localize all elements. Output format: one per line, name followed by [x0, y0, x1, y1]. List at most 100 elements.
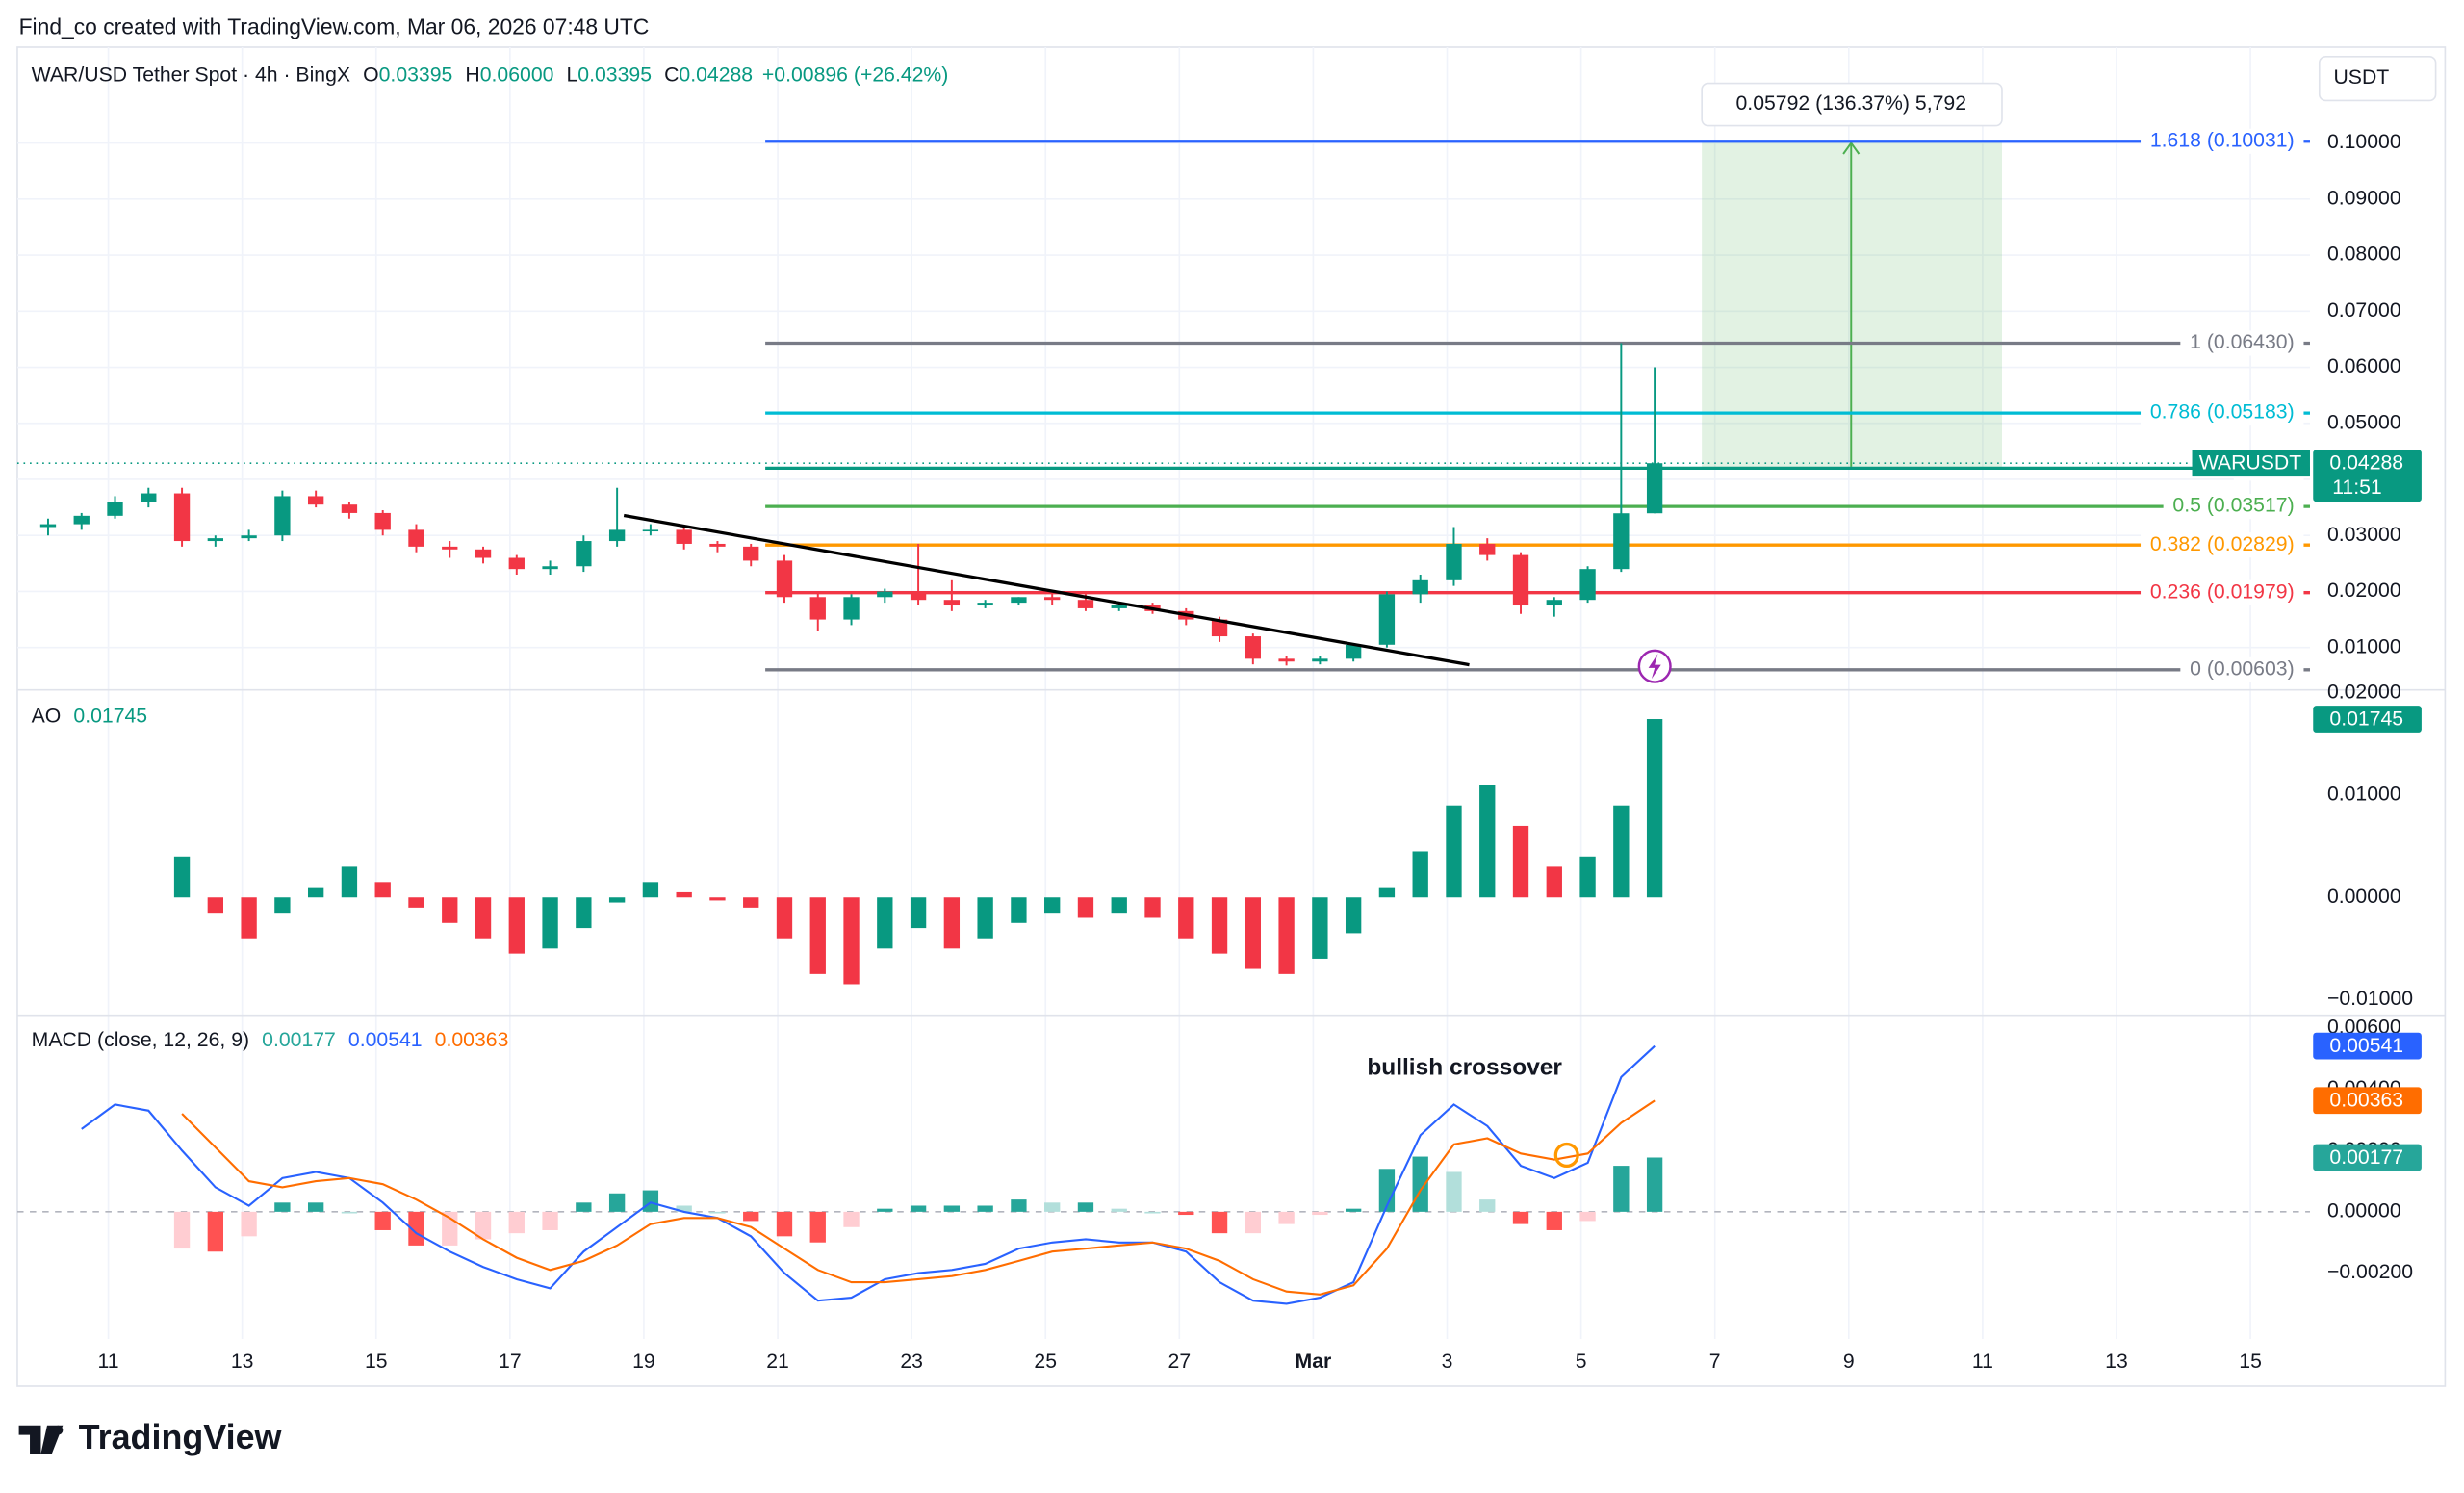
macd-histogram-bar	[776, 1211, 793, 1237]
y-tick-label: 0.10000	[2327, 131, 2401, 153]
legend-value: 0.00541	[348, 1028, 423, 1050]
candle-body	[207, 538, 224, 542]
candle-body	[943, 600, 961, 606]
measure-arrowhead	[1842, 141, 1861, 155]
macd-histogram-bar	[608, 1193, 626, 1212]
macd-histogram-bar	[1579, 1211, 1596, 1222]
candle-body	[608, 529, 626, 542]
macd-histogram-bar	[977, 1205, 993, 1212]
fib-label: 0.786 (0.05183)	[2150, 401, 2295, 424]
macd-histogram-bar	[576, 1202, 592, 1212]
candle-body	[1479, 543, 1496, 555]
last-price: 0.04288	[2329, 452, 2403, 475]
candle-body	[374, 512, 391, 530]
macd-histogram-bar	[274, 1202, 291, 1212]
x-tick-label: 11	[98, 1351, 119, 1373]
candle-body	[442, 546, 458, 550]
macd-line	[81, 1044, 1656, 1305]
candle-body	[1044, 597, 1061, 601]
candle-body	[1646, 463, 1663, 514]
currency-button[interactable]	[2318, 55, 2437, 102]
macd-histogram-bar	[508, 1211, 525, 1234]
legend-value: 0.04288	[679, 64, 753, 86]
candle-body	[1245, 636, 1261, 659]
ao-bar	[341, 866, 358, 898]
macd-histogram-bar	[307, 1202, 324, 1212]
fib-label: 0.236 (0.01979)	[2150, 580, 2295, 603]
y-tick-label: 0.00000	[2327, 886, 2401, 908]
ao-bar	[1546, 866, 1562, 898]
x-tick-label: 19	[632, 1351, 655, 1373]
ao-bar	[475, 897, 492, 939]
x-tick-label: Mar	[1296, 1351, 1332, 1373]
macd-histogram-bar	[1312, 1211, 1328, 1216]
macd-histogram-bar	[173, 1211, 191, 1249]
y-tick-label: 0.00600	[2327, 1016, 2401, 1038]
macd-histogram-bar	[1077, 1202, 1094, 1212]
macd-histogram-bar	[1546, 1211, 1562, 1230]
ao-bar	[676, 891, 692, 898]
ao-bar	[1412, 851, 1428, 898]
macd-histogram-bar	[1044, 1202, 1061, 1212]
macd-value: 0.00177	[2329, 1146, 2403, 1169]
candle-body	[274, 496, 291, 536]
legend-value: 0.00177	[262, 1028, 336, 1050]
macd-histogram-bar	[910, 1205, 927, 1212]
fib-label-bg	[2141, 128, 2304, 154]
y-tick-label: 0.05000	[2327, 411, 2401, 433]
legend-value: 0.00363	[435, 1028, 509, 1050]
legend: WAR/USD Tether Spot · 4h · BingX O0.03395…	[32, 64, 949, 86]
ao-bar	[1312, 897, 1328, 959]
ao-bar	[608, 897, 626, 903]
candle-body	[1412, 579, 1428, 595]
x-tick-label: 13	[231, 1351, 254, 1373]
fib-label: 0 (0.00603)	[2190, 657, 2295, 680]
ao-bar	[1512, 825, 1529, 898]
legend-key: H	[465, 64, 479, 86]
macd-histogram-bar	[676, 1205, 692, 1212]
ao-bar	[1479, 785, 1496, 898]
macd-histogram-bar	[207, 1211, 224, 1252]
macd-histogram-bar	[1245, 1211, 1261, 1234]
macd-histogram-bar	[341, 1211, 358, 1214]
macd-histogram-bar	[1646, 1157, 1663, 1212]
fib-label: 0.382 (0.02829)	[2150, 533, 2295, 555]
macd-histogram-bar	[709, 1211, 726, 1214]
legend-title: MACD (close, 12, 26, 9)	[32, 1028, 249, 1050]
y-tick-label: 0.00000	[2327, 1199, 2401, 1222]
last-price-box	[2313, 450, 2422, 502]
candle-body	[107, 502, 123, 516]
ao-bar	[274, 897, 291, 914]
x-tick-label: 15	[365, 1351, 388, 1373]
candle-body	[1512, 554, 1529, 606]
ao-bar	[408, 897, 424, 908]
logo-dot	[53, 1425, 64, 1435]
macd-histogram-bar	[642, 1190, 659, 1212]
macd-value-box	[2313, 1144, 2422, 1171]
y-tick-label: 0.02000	[2327, 682, 2401, 704]
legend-title: AO	[32, 705, 62, 727]
y-tick-label: −0.01000	[2327, 988, 2413, 1010]
ao-bar	[207, 897, 224, 914]
ao-value: 0.01745	[2329, 708, 2403, 730]
tradingview-logo	[18, 1425, 64, 1454]
candle-body	[1278, 658, 1295, 662]
ao-bar	[1579, 856, 1596, 898]
candle-body	[141, 493, 157, 502]
x-tick-label: 21	[766, 1351, 789, 1373]
macd-histogram-bar	[943, 1205, 961, 1212]
fib-label-bg	[2180, 330, 2304, 356]
macd-histogram-bar	[877, 1208, 893, 1212]
currency-label[interactable]: USDT	[2333, 66, 2389, 89]
y-tick-label: 0.01000	[2327, 635, 2401, 657]
measure-label-box	[1701, 82, 2003, 127]
ao-bar	[508, 897, 525, 954]
macd-histogram-bar	[1178, 1211, 1194, 1216]
legend-key: O	[363, 64, 379, 86]
ao-bar	[1044, 897, 1061, 914]
macd-value: 0.00541	[2329, 1035, 2403, 1057]
macd-value-box	[2313, 1087, 2422, 1115]
candle-body	[1345, 644, 1362, 659]
